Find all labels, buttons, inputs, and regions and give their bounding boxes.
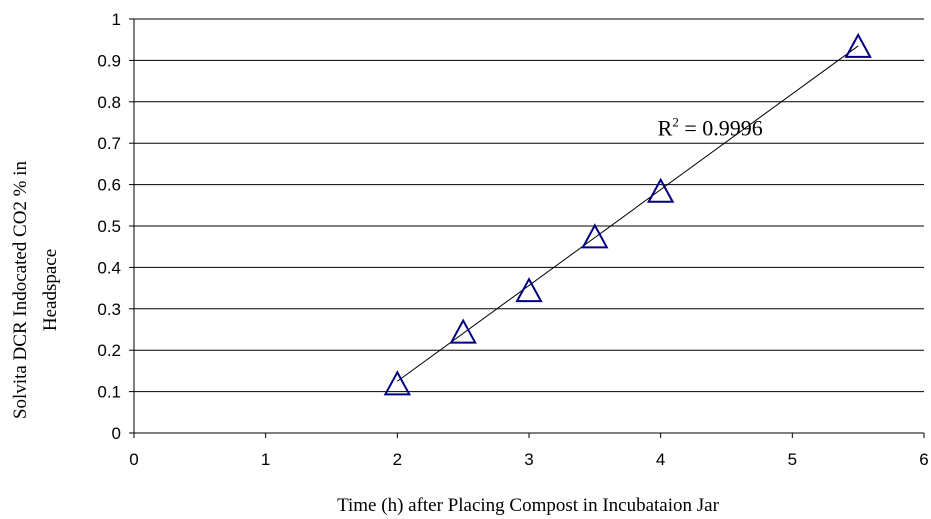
x-axis-title: Time (h) after Placing Compost in Incuba… <box>337 495 720 516</box>
y-tick-label-1: 0.1 <box>97 383 121 402</box>
y-tick-label-8: 0.8 <box>97 93 121 112</box>
y-tick-label-4: 0.4 <box>97 258 121 277</box>
gridlines <box>134 18 924 393</box>
data-points <box>383 32 872 396</box>
x-tick-label-6: 6 <box>919 450 928 469</box>
data-point-5 <box>844 32 872 58</box>
y-tick-label-9: 0.9 <box>97 51 121 70</box>
y-tick-label-7: 0.7 <box>97 134 121 153</box>
data-point-1 <box>449 318 477 344</box>
x-axis-ticks: 0 1 2 3 4 5 6 <box>129 433 929 469</box>
r-squared-superscript: 2 <box>672 115 679 130</box>
y-tick-label-2: 0.2 <box>97 341 121 360</box>
r-squared-value: = 0.9996 <box>679 116 763 141</box>
data-point-4 <box>646 177 675 203</box>
y-axis-title: Solvita DCR Indocated CO2 % in Headspace <box>10 160 61 419</box>
x-tick-label-5: 5 <box>788 450 797 469</box>
y-axis-ticks: 0 0.1 0.2 0.3 0.4 0.5 0.6 0.7 0.8 0.9 1 <box>97 10 134 443</box>
r-squared-annotation: R2 = 0.9996 <box>658 115 763 141</box>
data-point-0 <box>383 370 412 396</box>
data-point-2 <box>515 277 543 303</box>
y-tick-label-6: 0.6 <box>97 176 121 195</box>
r-squared-base: R <box>658 116 673 141</box>
x-tick-label-0: 0 <box>129 450 138 469</box>
x-tick-label-1: 1 <box>261 450 270 469</box>
trendline-group <box>397 45 859 382</box>
y-tick-label-10: 1 <box>112 10 121 29</box>
x-tick-label-4: 4 <box>656 450 665 469</box>
y-tick-label-0: 0 <box>112 424 121 443</box>
y-tick-label-5: 0.5 <box>97 217 121 236</box>
y-axis-title-line2: Headspace <box>40 249 61 331</box>
y-axis-title-line1: Solvita DCR Indocated CO2 % in <box>10 160 31 419</box>
x-tick-label-3: 3 <box>524 450 533 469</box>
x-tick-label-2: 2 <box>393 450 402 469</box>
data-point-3 <box>581 223 609 249</box>
y-tick-label-3: 0.3 <box>97 300 121 319</box>
trendline <box>397 45 859 382</box>
